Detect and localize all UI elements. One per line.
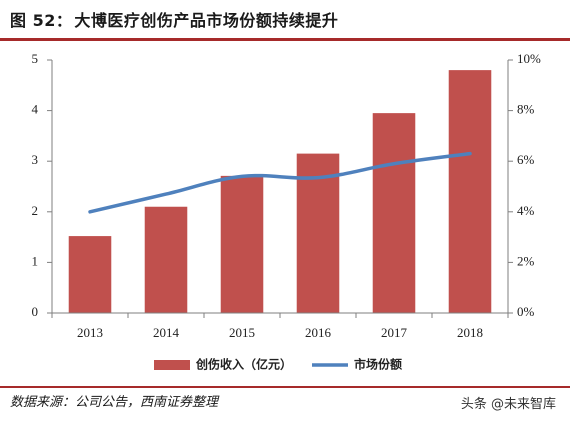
title-rule <box>0 38 570 41</box>
share-point-2016 <box>317 177 319 179</box>
y-right-tick-label: 8% <box>517 102 535 117</box>
bar-2015 <box>220 175 264 313</box>
y-left-tick-label: 2 <box>32 203 39 218</box>
y-right-tick-label: 2% <box>517 253 535 268</box>
figure-label: 图 52： <box>10 11 73 30</box>
y-left-tick-label: 3 <box>32 152 39 167</box>
y-right-tick-label: 4% <box>517 203 535 218</box>
footer-rule <box>0 386 570 388</box>
y-left-tick-label: 1 <box>32 253 39 268</box>
y-right-tick-label: 0% <box>517 304 535 319</box>
legend-label-bars: 创伤收入（亿元） <box>195 357 292 372</box>
y-left-tick-label: 4 <box>32 102 39 117</box>
x-tick-label: 2013 <box>77 325 103 340</box>
bar-2016 <box>296 153 340 313</box>
share-point-2018 <box>469 153 471 155</box>
figure-title-text: 大博医疗创伤产品市场份额持续提升 <box>74 11 339 30</box>
x-tick-label: 2018 <box>457 325 483 340</box>
x-tick-label: 2014 <box>153 325 180 340</box>
share-point-2014 <box>165 193 167 195</box>
source-note: 数据来源：公司公告，西南证券整理 <box>10 395 219 410</box>
x-tick-label: 2016 <box>305 325 332 340</box>
y-left-tick-label: 0 <box>32 304 39 319</box>
share-point-2017 <box>393 163 395 165</box>
bar-2017 <box>372 113 416 313</box>
bar-2014 <box>144 206 188 313</box>
share-point-2015 <box>241 175 243 177</box>
bar-2018 <box>448 70 492 314</box>
combo-chart: 0 1 2 3 4 5 0% 2% 4% 6% 8% 10% 2013 2014 2015 2016 2017 2… <box>32 51 542 372</box>
y-right-tick-label: 10% <box>517 51 541 66</box>
bar-2013 <box>68 236 112 313</box>
x-tick-label: 2017 <box>381 325 408 340</box>
legend-label-line: 市场份额 <box>354 357 402 372</box>
y-right-tick-label: 6% <box>517 152 535 167</box>
legend-swatch-bars <box>154 360 190 370</box>
figure-title: 图 52： 大博医疗创伤产品市场份额持续提升 <box>10 7 338 31</box>
y-left-tick-label: 5 <box>32 51 39 66</box>
share-point-2013 <box>89 211 91 213</box>
watermark: 头条 @未来智库 <box>460 397 556 412</box>
share-line <box>88 151 472 214</box>
x-tick-label: 2015 <box>229 325 255 340</box>
